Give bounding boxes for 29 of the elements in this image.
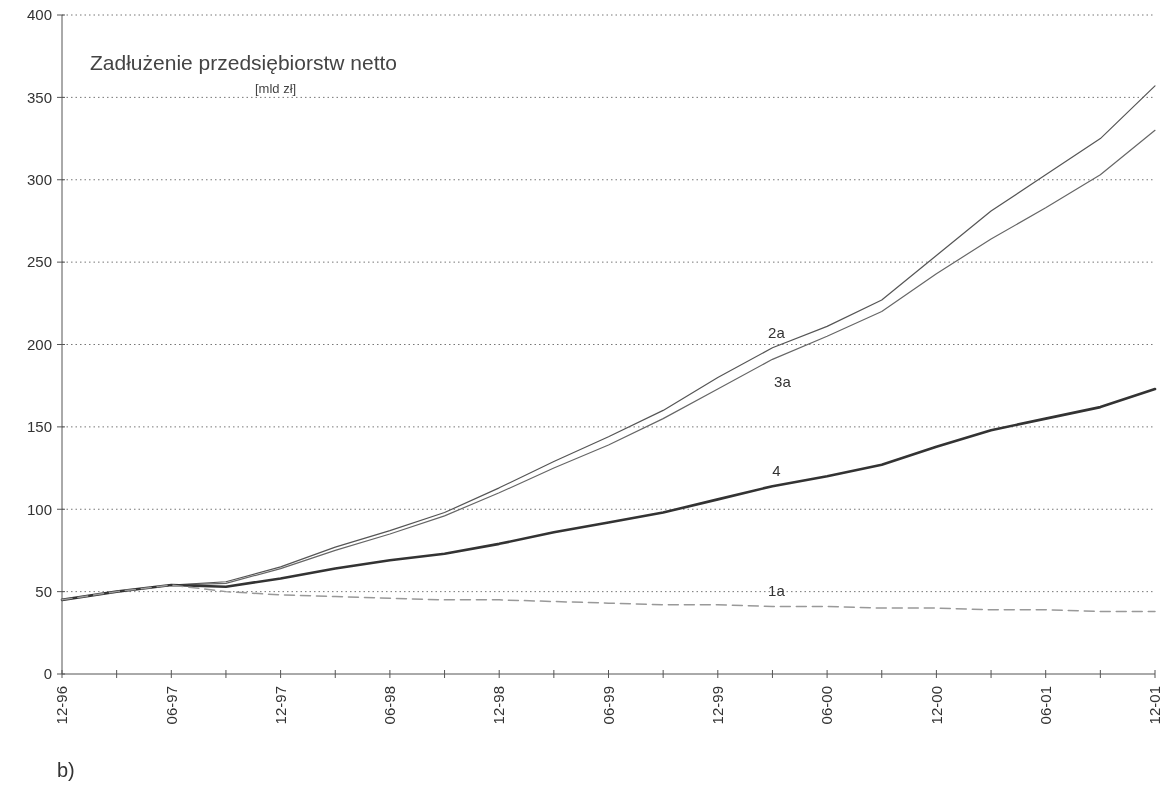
x-tick-label: 06-98 xyxy=(381,686,399,725)
x-tick-label: 12-01 xyxy=(1146,686,1164,725)
y-tick-label: 200 xyxy=(26,335,52,353)
series-label: 1a xyxy=(768,582,786,600)
text: b) xyxy=(57,759,75,781)
y-tick-label: 350 xyxy=(26,88,52,106)
series-label: 3a xyxy=(774,373,792,391)
text: Zadłużenie przedsiębiorstw netto xyxy=(90,51,398,74)
y-tick-label: 300 xyxy=(26,171,52,188)
y-tick-label: 400 xyxy=(26,6,52,24)
y-tick-label: 50 xyxy=(35,582,52,600)
x-tick-label: 12-97 xyxy=(271,686,289,725)
x-tick-label: 06-99 xyxy=(599,686,617,725)
line-series xyxy=(60,387,1157,602)
y-tick-label: 250 xyxy=(26,253,52,271)
x-tick-label: 12-96 xyxy=(53,686,71,725)
x-tick-label: 06-97 xyxy=(162,686,180,725)
y-tick-label: 150 xyxy=(26,418,52,436)
line-series xyxy=(61,584,1156,613)
text: [mld zł] xyxy=(255,81,297,96)
series-label: 4 xyxy=(772,462,781,480)
y-tick-label: 0 xyxy=(43,665,52,683)
x-tick-label: 12-98 xyxy=(490,686,508,725)
y-tick-label: 100 xyxy=(26,500,52,518)
x-tick-label: 12-99 xyxy=(709,686,727,725)
x-tick-label: 12-00 xyxy=(927,686,945,725)
x-tick-label: 06-01 xyxy=(1036,686,1054,725)
series-label: 2a xyxy=(768,323,786,341)
x-tick-label: 06-00 xyxy=(818,686,836,725)
